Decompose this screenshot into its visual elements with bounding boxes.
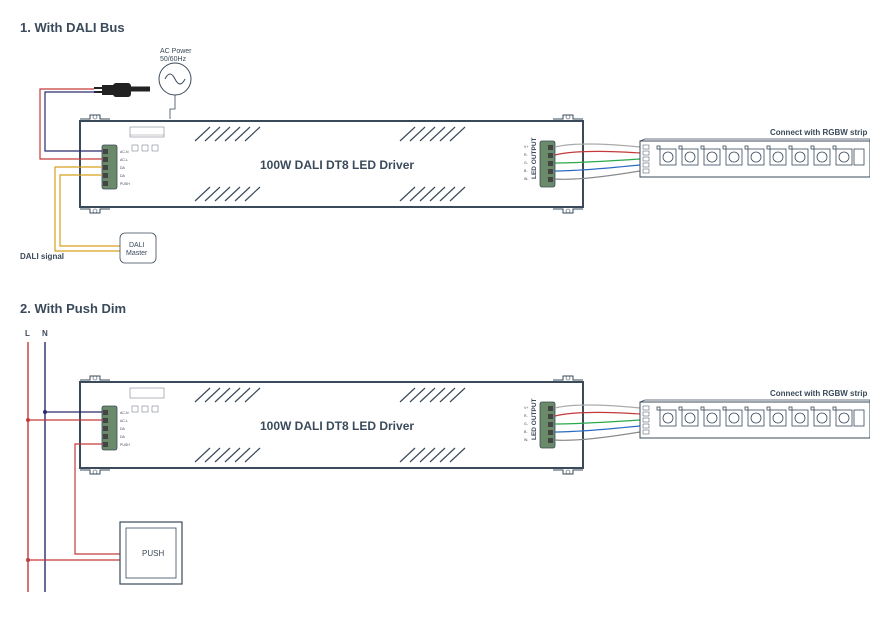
diagram-push-dim: L N: [20, 322, 870, 592]
svg-text:Master: Master: [126, 250, 148, 257]
led-output-label-1: LED OUTPUT: [531, 137, 538, 179]
dali-master-box: DALI Master: [120, 233, 156, 263]
led-strip-2: [640, 400, 870, 438]
diagram-dali-bus: AC Power 50/60Hz: [20, 41, 870, 271]
push-button: PUSH: [120, 522, 182, 584]
label-l: L: [25, 329, 30, 338]
svg-text:DA: DA: [120, 174, 126, 178]
svg-text:DA: DA: [120, 427, 126, 431]
svg-text:50/60Hz: 50/60Hz: [160, 56, 187, 63]
section1-title: 1. With DALI Bus: [20, 20, 870, 35]
svg-text:AC-L: AC-L: [120, 158, 128, 162]
svg-text:AC-L: AC-L: [120, 419, 128, 423]
svg-text:AC-N: AC-N: [120, 150, 129, 154]
svg-text:DA: DA: [120, 166, 126, 170]
strip-label-2: Connect with RGBW strip: [770, 389, 867, 398]
driver-label-1: 100W DALI DT8 LED Driver: [260, 158, 414, 172]
svg-text:PUSH: PUSH: [120, 182, 130, 186]
svg-text:DA: DA: [120, 435, 126, 439]
dali-signal-label: DALI signal: [20, 252, 64, 261]
output-terminal-1: [540, 141, 555, 187]
svg-text:DALI: DALI: [129, 242, 145, 249]
driver-body-1: 100W DALI DT8 LED Driver AC-N AC-L DA DA…: [80, 115, 583, 213]
led-output-label-2: LED OUTPUT: [531, 398, 538, 440]
input-terminal-1: [102, 145, 117, 189]
driver-body-2: 100W DALI DT8 LED Driver AC-N AC-L DA DA…: [80, 376, 583, 474]
ac-power-icon: AC Power 50/60Hz: [94, 48, 192, 119]
svg-text:AC-N: AC-N: [120, 411, 129, 415]
input-terminal-2: [102, 406, 117, 450]
svg-text:PUSH: PUSH: [120, 443, 130, 447]
svg-text:V+: V+: [524, 145, 528, 149]
section2-title: 2. With Push Dim: [20, 301, 870, 316]
svg-text:AC Power: AC Power: [160, 48, 192, 55]
output-terminal-2: [540, 402, 555, 448]
strip-label-1: Connect with RGBW strip: [770, 128, 867, 137]
svg-text:PUSH: PUSH: [142, 549, 164, 558]
led-strip-1: [640, 139, 870, 177]
driver-label-2: 100W DALI DT8 LED Driver: [260, 419, 414, 433]
label-n: N: [42, 329, 48, 338]
svg-text:V+: V+: [524, 406, 528, 410]
